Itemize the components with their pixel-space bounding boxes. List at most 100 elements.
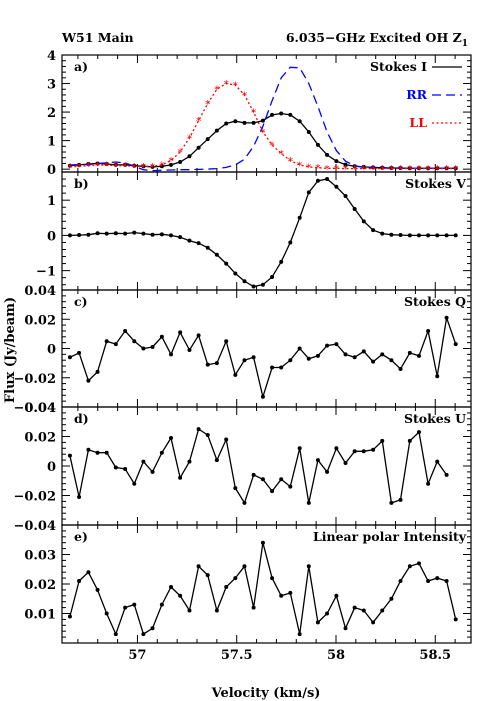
panel-a-series-stokes-i-point: [343, 162, 348, 167]
panel-c-series-stokes-q-point: [141, 346, 146, 351]
panel-c-series-stokes-q-point: [270, 365, 275, 370]
panel-e-series-linear-polar-intensity-point: [407, 564, 412, 569]
panel-b-series-stokes-v-point: [95, 231, 100, 236]
panel-c-series-stokes-q-point: [260, 394, 265, 399]
panel-d-series-stokes-u-point: [315, 458, 320, 463]
panel-a-series-ll-point: *: [159, 161, 164, 172]
panel-d-series-stokes-u-point: [270, 489, 275, 494]
panel-a-series-ll-point: *: [242, 91, 247, 102]
panel-b-series-stokes-v-point: [178, 235, 183, 240]
panel-a-series-stokes-i-point: [260, 118, 265, 123]
panel-d-series-stokes-u-point: [104, 450, 109, 455]
x-tick-label: 58: [327, 648, 345, 663]
panel-c-series-stokes-q-point: [371, 359, 376, 364]
panel-a-series-stokes-i-point: [242, 120, 247, 125]
panel-c-series-stokes-q-point: [86, 378, 91, 383]
panel-d-series-stokes-u-point: [398, 497, 403, 502]
panel-stack: 0 1 2 3 4 * * * * * * * * * * * * * * * * * * * * * * * * * * * * * * * * * * *…: [13, 49, 472, 663]
panel-b-series-stokes-v-point: [104, 231, 109, 236]
panel-e-label: e): [74, 529, 88, 544]
panel-c-series-stokes-q-point: [205, 362, 210, 367]
panel-c-series-stokes-q-point: [242, 358, 247, 363]
panel-a-series-ll-point: *: [435, 165, 440, 176]
panel-b-series-stokes-v-point: [113, 231, 118, 236]
panel-d-series-stokes-u-point: [95, 450, 100, 455]
panel-b-series-stokes-v-point: [260, 282, 265, 287]
panel-a-series-ll-point: *: [104, 161, 109, 172]
panel-e-series-linear-polar-intensity-point: [453, 617, 458, 622]
panel-a-series-ll-point: *: [86, 162, 91, 173]
x-axis-title: Velocity (km/s): [211, 686, 321, 701]
panel-c-series-stokes-q-point: [214, 361, 219, 366]
panel-d-series-stokes-u-point: [306, 500, 311, 505]
panel-b-series-stokes-v-point: [426, 233, 431, 238]
panel-e-series-linear-polar-intensity-point: [297, 632, 302, 637]
panel-d-series-stokes-u-point: [416, 430, 421, 435]
panel-e-series-linear-polar-intensity-point: [389, 596, 394, 601]
panel-d-series-stokes-u-point: [113, 465, 118, 470]
panel-d-y-tick-label: 0.02: [24, 431, 56, 446]
panel-c-series-stokes-q-point: [288, 358, 293, 363]
panel-c-series-stokes-q-point: [251, 355, 256, 360]
panel-a-series-ll-point: *: [260, 128, 265, 139]
panel-a-series-ll-point: *: [214, 85, 219, 96]
panel-a-series-ll-point: *: [444, 165, 449, 176]
panel-d-series-stokes-u-point: [297, 446, 302, 451]
panel-d-series-stokes-u-point: [444, 472, 449, 477]
panel-d-series-stokes-u-point: [343, 461, 348, 466]
panel-d-series-stokes-u-point: [371, 447, 376, 452]
panel-c-series-stokes-q-point: [178, 330, 183, 335]
panel-d-series-stokes-u-point: [178, 475, 183, 480]
panel-e-series-linear-polar-intensity-point: [361, 608, 366, 613]
panel-c-series-stokes-q-point: [426, 328, 431, 333]
panel-a-series-ll-point: *: [416, 165, 421, 176]
panel-d-series-stokes-u-point: [380, 438, 385, 443]
panel-c-label: c): [74, 294, 88, 309]
panel-e-series-linear-polar-intensity-point: [224, 584, 229, 589]
panel-a-series-ll-point: *: [224, 80, 229, 91]
panel-b-series-stokes-v-point: [444, 233, 449, 238]
panel-b-series-stokes-v-point: [389, 232, 394, 237]
panel-c-series-stokes-q-point: [416, 353, 421, 358]
panel-b-series-stokes-v-point: [67, 233, 72, 238]
panel-a-series-stokes-i-point: [169, 162, 174, 167]
panel-d-series-stokes-u-point: [242, 500, 247, 505]
panel-a-series-ll-point: *: [389, 165, 394, 176]
panel-e-series-linear-polar-intensity-point: [325, 611, 330, 616]
panel-e-series-linear-polar-intensity-point: [77, 579, 82, 584]
panel-e-series-linear-polar-intensity-point: [398, 579, 403, 584]
panel-a-series-ll-point: *: [141, 162, 146, 173]
panel-a-series-stokes-i-point: [187, 154, 192, 159]
panel-e-series-linear-polar-intensity-point: [113, 632, 118, 637]
panel-e-series-linear-polar-intensity-point: [380, 608, 385, 613]
panel-d-series-stokes-u-point: [132, 481, 137, 486]
panel-a-series-ll-point: *: [288, 157, 293, 168]
header-source: W51 Main: [61, 30, 134, 45]
panel-d-series-stokes-u-point: [67, 453, 72, 458]
panel-a-series-ll-point: *: [297, 161, 302, 172]
panel-d-series-stokes-u-point: [187, 459, 192, 464]
panel-c-series-stokes-q-point: [233, 372, 238, 377]
panel-e-series-linear-polar-intensity-point: [159, 602, 164, 607]
panel-a-series-ll-point: *: [251, 108, 256, 119]
panel-e-series-linear-polar-intensity-point: [104, 611, 109, 616]
panel-a-series-ll-point: *: [371, 165, 376, 176]
panel-c-series-stokes-q-point: [132, 339, 137, 344]
panel-a-series-ll-point: *: [352, 165, 357, 176]
panel-a-series-ll-point: *: [407, 165, 412, 176]
panel-c-series-stokes-q-point: [453, 342, 458, 347]
panel-a-series-stokes-i-point: [325, 152, 330, 157]
panel-e-series-linear-polar-intensity-point: [435, 576, 440, 581]
panel-e-series-linear-polar-intensity-point: [426, 579, 431, 584]
panel-a-series-stokes-i-point: [214, 128, 219, 133]
panel-d-series-stokes-u-point: [407, 438, 412, 443]
panel-a-series-ll-point: *: [334, 164, 339, 175]
panel-d-series-stokes-u-point: [389, 500, 394, 505]
x-tick-label: 57: [128, 648, 146, 663]
panel-e-series-linear-polar-intensity-point: [343, 626, 348, 631]
panel-c-series-stokes-q-point: [315, 353, 320, 358]
panel-b-series-stokes-v-point: [270, 274, 275, 279]
panel-d-series-stokes-u-line: [69, 428, 448, 505]
panel-b-series-stokes-v-point: [371, 228, 376, 233]
